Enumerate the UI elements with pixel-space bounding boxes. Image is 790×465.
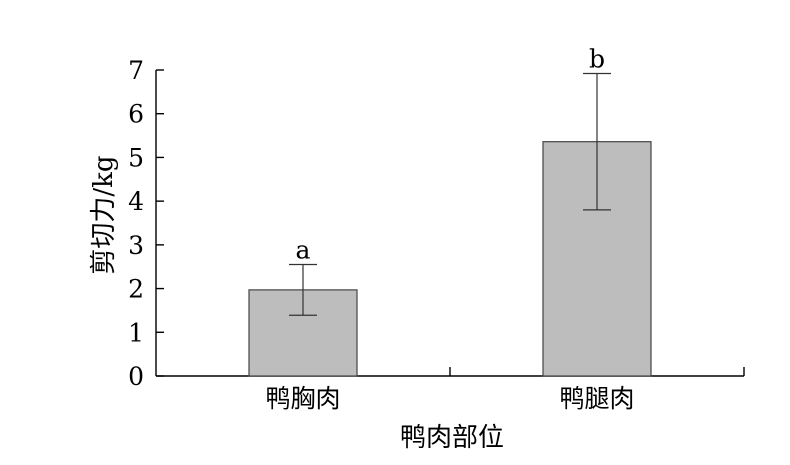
y-tick-label: 3 [128,231,144,260]
bars: a 鸭胸肉 b 鸭腿肉 [248,44,652,413]
significance-label: b [589,44,605,73]
x-category-label: 鸭胸肉 [265,384,340,413]
y-tick-label: 5 [128,143,144,172]
y-tick-label: 7 [128,56,144,85]
y-tick-label: 6 [128,100,144,129]
x-ticks [449,367,745,376]
y-axis-title: 剪切力/kg [89,155,119,274]
y-tick-label: 4 [128,187,144,216]
y-axis: 0 1 2 3 4 5 6 7 [128,56,164,391]
x-axis [156,367,745,377]
y-tick-label: 0 [128,362,144,391]
y-tick-label: 2 [128,275,144,304]
x-category-label: 鸭腿肉 [559,384,634,413]
y-tick-label: 1 [128,318,144,347]
x-axis-title: 鸭肉部位 [400,423,504,453]
y-ticks: 0 1 2 3 4 5 6 7 [128,56,164,391]
significance-label: a [296,236,311,265]
